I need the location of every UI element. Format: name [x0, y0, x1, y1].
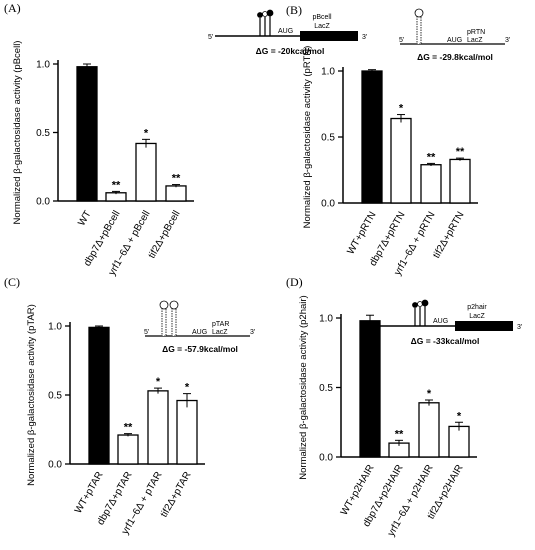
y-tick-label: 0.0: [48, 460, 62, 471]
bar: [117, 434, 139, 465]
y-tick-label: 0.0: [319, 453, 333, 464]
category-label: tif2Δ+pTAR: [159, 470, 194, 519]
schematic-gene-label: LacZ: [212, 329, 228, 336]
construct-schematic: 5' AUG p2hair LacZ 3' ΔG = -33kcal/mol: [363, 299, 522, 346]
bar: [361, 70, 383, 204]
construct-schematic: 5' AUG pBcell LacZ 3' ΔG = -20kcal/mol: [208, 9, 367, 56]
bar: [76, 66, 98, 202]
bar: [420, 164, 442, 204]
delta-g-label: ΔG = -57.9kcal/mol: [162, 344, 238, 354]
significance-marker: **: [456, 146, 465, 158]
bar: [448, 425, 470, 458]
category-label: WT+pTAR: [73, 470, 106, 516]
significance-marker: *: [156, 376, 161, 388]
y-axis-label: Normalized β-galactosidase activity (pRT…: [302, 46, 313, 229]
lacz-box: [300, 31, 358, 41]
schematic-gene-label: LacZ: [469, 313, 485, 320]
bar: [418, 402, 440, 458]
y-tick-label: 0.5: [319, 383, 333, 394]
schematic-5prime-label: 5': [399, 37, 404, 44]
schematic-3prime-label: 3': [517, 324, 522, 331]
bar: [88, 326, 110, 465]
bar: [147, 390, 169, 465]
hairpin-stem: [416, 15, 422, 45]
panel-label: (B): [286, 3, 302, 17]
hairpin-loop: [412, 302, 418, 308]
schematic-5prime-label: 5': [363, 324, 368, 331]
hairpin-loop: [421, 299, 429, 307]
bar: [176, 399, 198, 465]
schematic-5prime-label: 5': [208, 34, 213, 41]
chart-panel-p2hair: (D) 0.0 0.5 1.0 Normalized β-galactosidase a…: [286, 275, 522, 538]
schematic-aug-label: AUG: [278, 28, 293, 35]
hairpin-stem: [161, 307, 167, 337]
significance-marker: *: [185, 382, 190, 394]
panel-label: (A): [4, 1, 21, 15]
schematic-5prime-label: 5': [144, 329, 149, 336]
schematic-gene-label: LacZ: [314, 23, 330, 30]
schematic-construct-label: pBcell: [312, 14, 332, 21]
y-axis-label: Normalized β-galactosidase activity (pTA…: [26, 304, 37, 486]
delta-g-label: ΔG = -20kcal/mol: [256, 46, 325, 56]
chart-panel-prtn: (B) 0.0 0.5 1.0 Normalized β-galactosidase a…: [286, 3, 510, 277]
schematic-aug-label: AUG: [433, 318, 448, 325]
y-axis-label: Normalized β-galactosidase activity (p2h…: [298, 295, 309, 479]
bar: [135, 142, 157, 202]
significance-marker: **: [112, 179, 121, 191]
y-tick-label: 0.5: [36, 128, 50, 139]
lacz-box: [455, 321, 513, 331]
hairpin-loop: [266, 9, 274, 17]
significance-marker: *: [399, 103, 404, 115]
y-tick-label: 0.5: [321, 133, 335, 144]
y-tick-label: 1.0: [36, 60, 50, 71]
significance-marker: *: [144, 127, 149, 139]
bar: [359, 320, 381, 458]
delta-g-label: ΔG = -33kcal/mol: [411, 336, 480, 346]
significance-marker: *: [427, 388, 432, 400]
schematic-gene-label: LacZ: [467, 37, 483, 44]
schematic-construct-label: pRTN: [467, 29, 485, 36]
significance-marker: **: [395, 428, 404, 440]
schematic-construct-label: pTAR: [212, 321, 229, 328]
schematic-aug-label: AUG: [192, 329, 207, 336]
y-tick-label: 0.5: [48, 391, 62, 402]
y-tick-label: 0.0: [321, 199, 335, 210]
delta-g-label: ΔG = -29.8kcal/mol: [417, 52, 493, 62]
schematic-3prime-label: 3': [362, 34, 367, 41]
hairpin-loop: [257, 12, 263, 18]
category-label: WT+pRTN: [345, 210, 378, 256]
bar: [449, 158, 471, 204]
y-axis-label: Normalized β-galactosidase activity (pBc…: [12, 41, 23, 225]
panel-label: (D): [286, 275, 303, 289]
significance-marker: **: [427, 151, 436, 163]
hairpin-loop: [169, 300, 179, 310]
hairpin-loop: [159, 300, 169, 310]
panel-label: (C): [4, 275, 20, 289]
hairpin-loop: [414, 8, 424, 18]
schematic-construct-label: p2hair: [467, 304, 487, 311]
significance-marker: **: [172, 173, 181, 185]
chart-panel-ptar: (C) 0.0 0.5 1.0 Normalized β-galactosidase a…: [4, 275, 255, 536]
y-tick-label: 0.0: [36, 197, 50, 208]
category-label: tif2Δ+pRTN: [431, 210, 466, 260]
bar: [165, 185, 187, 202]
y-tick-label: 1.0: [321, 67, 335, 78]
category-label: tif2Δ+pBcell: [147, 209, 183, 260]
schematic-3prime-label: 3': [505, 37, 510, 44]
schematic-aug-label: AUG: [447, 37, 462, 44]
y-tick-label: 1.0: [319, 314, 333, 325]
schematic-3prime-label: 3': [250, 329, 255, 336]
bar: [390, 117, 412, 204]
significance-marker: *: [457, 410, 462, 422]
y-tick-label: 1.0: [48, 322, 62, 333]
significance-marker: **: [124, 422, 133, 434]
hairpin-stem: [171, 307, 177, 337]
category-label: WT: [76, 209, 93, 228]
